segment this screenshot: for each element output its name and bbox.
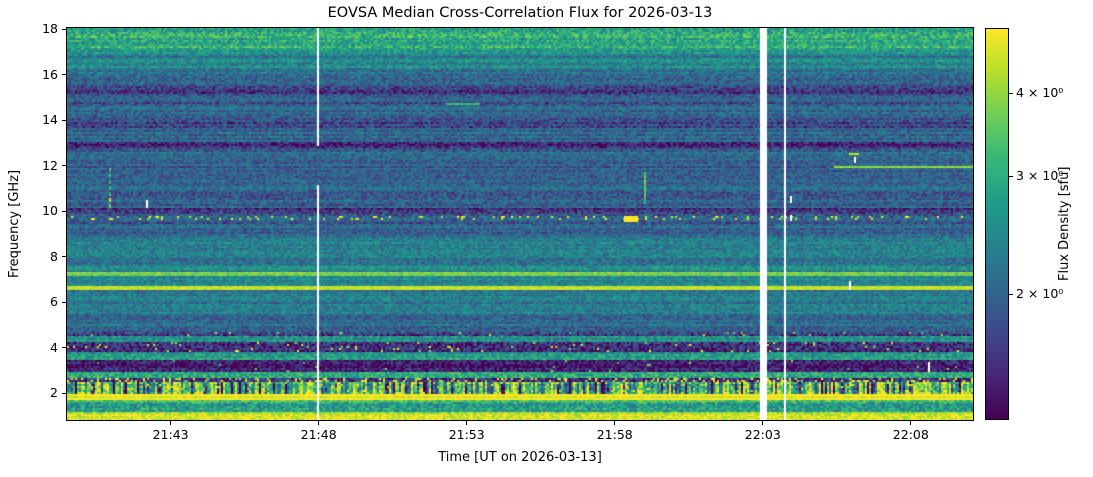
colorbar-label: Flux Density [sfu] (1057, 166, 1072, 282)
x-tick-label: 21:53 (448, 427, 485, 442)
y-tick-mark (62, 74, 66, 76)
y-tick-label: 12 (42, 157, 58, 173)
chart-title: EOVSA Median Cross-Correlation Flux for … (327, 5, 713, 21)
colorbar-gradient (986, 29, 1008, 419)
x-axis-label: Time [UT on 2026-03-13] (438, 450, 602, 465)
x-tick-label: 21:43 (152, 427, 189, 442)
y-tick-mark (62, 210, 66, 212)
x-tick-mark (614, 421, 616, 425)
x-tick-mark (910, 421, 912, 425)
y-tick-mark (62, 119, 66, 121)
y-tick-label: 14 (42, 112, 58, 128)
y-tick-mark (62, 165, 66, 167)
x-tick-label: 22:03 (744, 427, 781, 442)
colorbar-tick-label: 3 × 10⁰ (1016, 168, 1064, 184)
x-tick-mark (318, 421, 320, 425)
colorbar-tick-mark (1009, 293, 1013, 295)
x-tick-label: 21:58 (596, 427, 633, 442)
y-tick-mark (62, 301, 66, 303)
y-tick-label: 6 (50, 294, 58, 310)
x-tick-mark (466, 421, 468, 425)
y-axis-label: Frequency [GHz] (7, 169, 22, 279)
y-tick-label: 10 (42, 203, 58, 219)
y-tick-mark (62, 256, 66, 258)
y-tick-label: 8 (50, 248, 58, 264)
y-tick-mark (62, 28, 66, 30)
y-tick-mark (62, 347, 66, 349)
colorbar-tick-mark (1009, 176, 1013, 178)
y-tick-label: 2 (50, 385, 58, 401)
x-tick-label: 21:48 (300, 427, 337, 442)
y-tick-label: 18 (42, 21, 58, 37)
colorbar-tick-mark (1009, 93, 1013, 95)
y-tick-label: 4 (50, 339, 58, 355)
x-tick-mark (170, 421, 172, 425)
x-tick-label: 22:08 (892, 427, 929, 442)
y-tick-label: 16 (42, 66, 58, 82)
colorbar-tick-label: 4 × 10⁰ (1016, 85, 1064, 101)
y-tick-mark (62, 392, 66, 394)
x-tick-mark (762, 421, 764, 425)
colorbar-tick-label: 2 × 10⁰ (1016, 285, 1064, 301)
spectrogram-heatmap (67, 28, 973, 420)
